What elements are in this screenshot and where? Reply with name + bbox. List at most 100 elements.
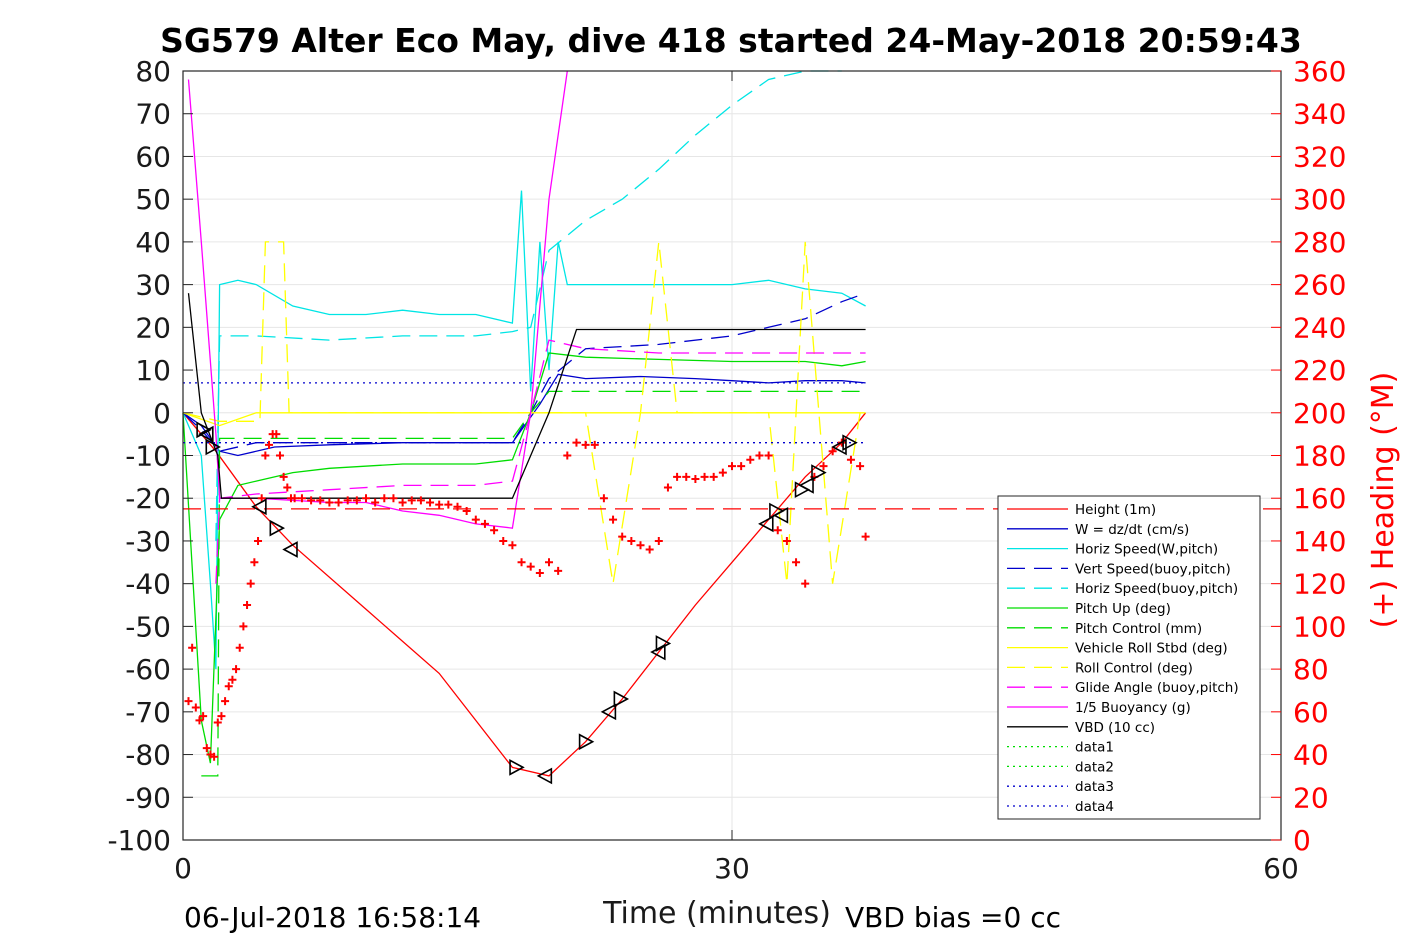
r-tick-label-18: 0 xyxy=(1293,824,1311,857)
heading-layer xyxy=(184,430,870,761)
legend-label-14: data3 xyxy=(1075,779,1114,795)
y-ticks-right: 3603403203002802602402202001801601401201… xyxy=(1271,55,1346,857)
heading-point-21 xyxy=(261,451,270,460)
heading-point-17 xyxy=(246,579,255,588)
r-tick-label-2: 320 xyxy=(1293,140,1346,173)
triangle-marker-20 xyxy=(842,434,858,452)
heading-point-1 xyxy=(188,643,197,652)
y-tick-label-0: 80 xyxy=(135,55,171,88)
heading-point-60 xyxy=(572,438,581,447)
x-axis-label: Time (minutes) xyxy=(602,896,831,931)
triangle-marker-0 xyxy=(196,421,212,439)
legend-label-5: Pitch Up (deg) xyxy=(1075,601,1171,617)
heading-point-18 xyxy=(250,558,259,567)
y-tick-label-5: 30 xyxy=(135,269,171,302)
y-tick-label-11: -30 xyxy=(125,525,171,558)
heading-point-66 xyxy=(627,536,636,545)
legend-label-7: Vehicle Roll Stbd (deg) xyxy=(1075,641,1228,657)
legend-label-1: W = dz/dt (cm/s) xyxy=(1075,522,1189,538)
triangle-marker-5 xyxy=(282,541,298,558)
series-line-11 xyxy=(187,293,866,499)
heading-point-5 xyxy=(202,744,211,753)
triangle-marker-9 xyxy=(600,703,617,721)
triangle-marker-6 xyxy=(509,759,525,776)
x-tick-label-0: 0 xyxy=(174,852,192,885)
heading-point-92 xyxy=(861,532,870,541)
heading-point-50 xyxy=(480,519,489,528)
heading-point-77 xyxy=(728,462,736,471)
heading-point-35 xyxy=(343,496,352,505)
heading-point-73 xyxy=(691,474,700,483)
series-line-9 xyxy=(215,339,866,584)
heading-point-11 xyxy=(224,682,233,691)
heading-point-4 xyxy=(199,712,208,721)
heading-point-14 xyxy=(235,643,244,652)
heading-point-44 xyxy=(426,498,435,507)
y-tick-label-16: -80 xyxy=(125,739,171,772)
heading-point-41 xyxy=(398,498,407,507)
legend: Height (1m) W = dz/dt (cm/s) Horiz Speed(W… xyxy=(997,495,1261,820)
r-tick-label-9: 180 xyxy=(1293,440,1346,473)
heading-point-48 xyxy=(462,507,471,516)
heading-point-80 xyxy=(755,451,764,460)
heading-point-43 xyxy=(416,496,425,505)
heading-point-82 xyxy=(773,526,782,535)
legend-label-3: Vert Speed(buoy,pitch) xyxy=(1075,561,1231,577)
x-tick-label-2: 60 xyxy=(1263,852,1299,885)
y-tick-label-17: -90 xyxy=(125,781,171,814)
r-tick-label-0: 360 xyxy=(1293,55,1346,88)
heading-point-88 xyxy=(828,447,837,456)
heading-point-56 xyxy=(535,568,544,577)
y-tick-label-7: 10 xyxy=(135,354,171,387)
heading-point-13 xyxy=(232,665,241,674)
triangle-marker-17 xyxy=(798,477,814,494)
heading-point-65 xyxy=(618,532,627,541)
heading-point-34 xyxy=(334,498,343,507)
triangle-marker-15 xyxy=(772,506,789,524)
heading-point-16 xyxy=(243,601,252,610)
marker-layer xyxy=(196,421,858,785)
heading-point-3 xyxy=(195,716,204,725)
triangle-marker-19 xyxy=(831,438,847,456)
y-tick-label-14: -60 xyxy=(125,653,171,686)
r-tick-label-7: 220 xyxy=(1293,354,1346,387)
y-tick-label-10: -20 xyxy=(125,482,171,515)
r-tick-label-14: 80 xyxy=(1293,653,1329,686)
heading-point-38 xyxy=(371,498,380,507)
heading-point-25 xyxy=(275,451,284,460)
r-tick-label-15: 60 xyxy=(1293,696,1329,729)
heading-point-29 xyxy=(290,494,299,503)
heading-point-84 xyxy=(792,558,801,567)
series-line-4 xyxy=(215,70,842,541)
heading-point-76 xyxy=(718,468,727,477)
footer-vbd-bias: VBD bias =0 cc xyxy=(845,901,1061,934)
heading-point-32 xyxy=(316,496,325,505)
r-tick-label-8: 200 xyxy=(1293,397,1346,430)
legend-label-9: Glide Angle (buoy,pitch) xyxy=(1075,680,1239,696)
y-tick-label-9: -10 xyxy=(125,440,171,473)
heading-point-67 xyxy=(636,541,645,550)
heading-point-57 xyxy=(545,558,553,567)
heading-point-71 xyxy=(673,472,682,481)
y-tick-label-12: -40 xyxy=(125,568,171,601)
r-tick-label-11: 140 xyxy=(1293,525,1346,558)
series-line-7 xyxy=(182,412,866,427)
y-tick-label-6: 20 xyxy=(135,311,171,344)
heading-point-42 xyxy=(407,496,416,505)
legend-label-15: data4 xyxy=(1075,799,1114,815)
y-tick-label-13: -50 xyxy=(125,610,171,643)
heading-point-22 xyxy=(265,440,274,449)
heading-point-69 xyxy=(654,536,663,545)
heading-point-59 xyxy=(563,451,572,460)
legend-label-10: 1/5 Buoyancy (g) xyxy=(1075,700,1191,716)
r-tick-label-10: 160 xyxy=(1293,482,1346,515)
heading-point-85 xyxy=(801,579,810,588)
heading-point-45 xyxy=(435,500,444,509)
r-tick-label-16: 40 xyxy=(1293,739,1329,772)
series-line-2 xyxy=(182,190,866,670)
r-tick-label-1: 340 xyxy=(1293,98,1346,131)
triangle-marker-3 xyxy=(251,498,267,516)
heading-point-62 xyxy=(590,440,599,449)
heading-point-10 xyxy=(221,697,230,706)
